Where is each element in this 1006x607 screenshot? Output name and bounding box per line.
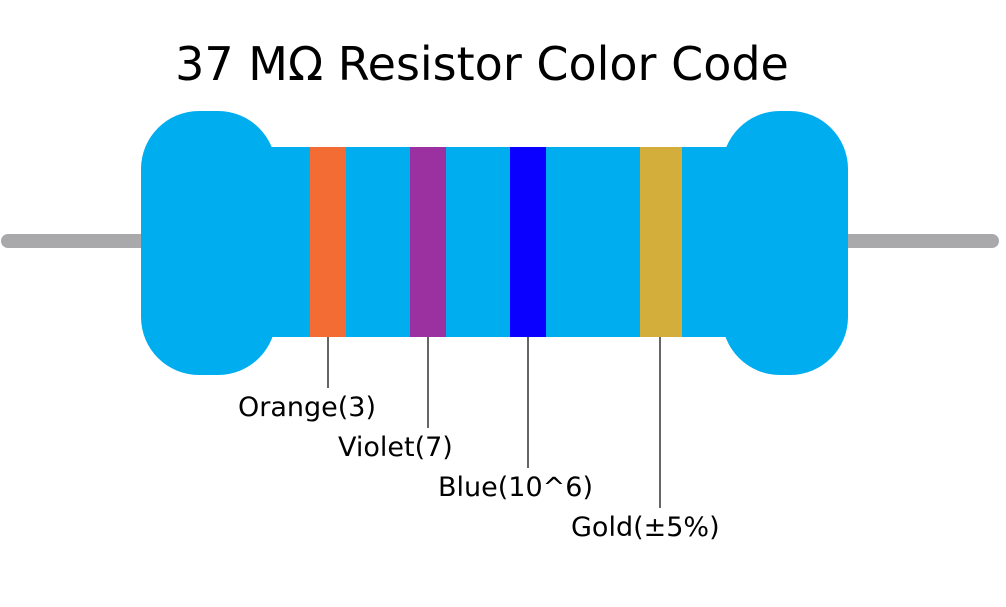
blue-band-label: Blue(10^6) <box>438 472 593 503</box>
violet-band <box>410 147 446 337</box>
orange-band <box>310 147 346 337</box>
violet-band-label: Violet(7) <box>338 432 453 463</box>
right-end-cap <box>722 111 848 375</box>
resistor-body <box>141 111 848 375</box>
gold-band <box>640 147 682 337</box>
orange-band-label: Orange(3) <box>238 392 376 423</box>
diagram-title: 37 MΩ Resistor Color Code <box>175 37 789 91</box>
left-end-cap <box>141 111 276 375</box>
gold-band-label: Gold(±5%) <box>571 512 720 543</box>
blue-band <box>510 147 546 337</box>
